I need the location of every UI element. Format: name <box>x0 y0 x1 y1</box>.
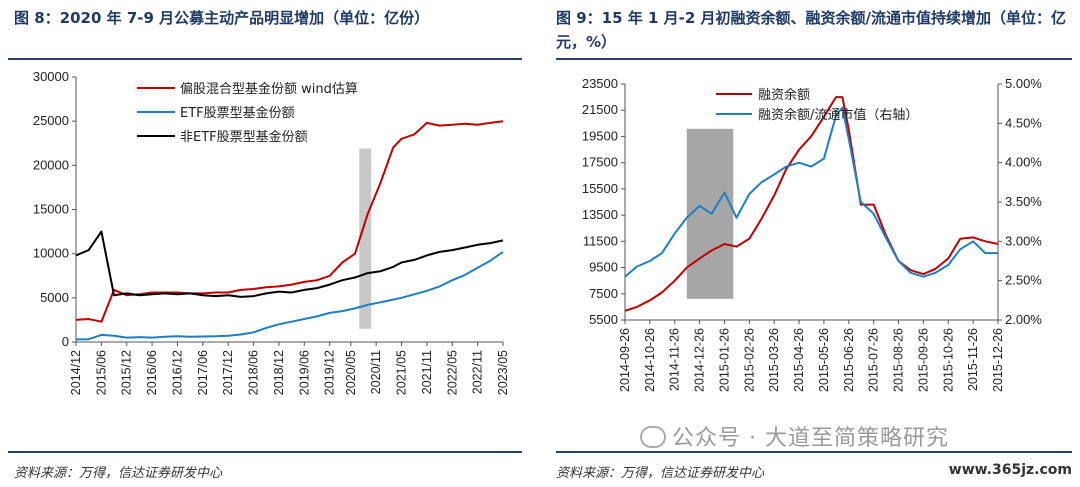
y-tick-label: 13500 <box>582 207 618 222</box>
left-chart-title: 图 8：2020 年 7-9 月公募主动产品明显增加（单位：亿份） <box>14 9 430 27</box>
y2-tick-label: 2.50% <box>1005 273 1042 288</box>
series-line <box>75 120 504 323</box>
x-tick-label: 2015/06 <box>94 350 108 395</box>
margin-balance-chart: 5500 7500 9500 11500 13500 15500 17500 19500 215… <box>582 76 1042 392</box>
y-tick-label: 15000 <box>33 202 69 217</box>
right-chart-title: 图 9：15 年 1 月-2 月初融资余额、融资余额/流通市值持续增加（单位：亿… <box>556 9 1067 51</box>
x-tick-label: 2023/05 <box>496 350 510 395</box>
y-tick-label: 30000 <box>33 69 69 84</box>
x-tick-label: 2015-10-26 <box>941 328 955 392</box>
x-tick-label: 2015-11-26 <box>966 328 980 391</box>
x-tick-label: 2015-02-26 <box>742 328 756 392</box>
y-tick-label: 10000 <box>33 246 69 261</box>
highlight-band <box>359 148 372 329</box>
x-tick-label: 2021/05 <box>395 350 409 395</box>
legend-label: ETF股票型基金份额 <box>180 105 295 121</box>
series-line <box>624 106 998 278</box>
y-tick-label: 15500 <box>582 181 618 196</box>
left-panel: 图 8：2020 年 7-9 月公募主动产品明显增加（单位：亿份） 资料来源：万… <box>0 0 530 487</box>
x-tick-label: 2015-07-26 <box>867 328 881 392</box>
x-tick-label: 2022/05 <box>445 350 459 395</box>
x-tick-label: 2017/06 <box>196 350 210 395</box>
x-tick-label: 2015-09-26 <box>916 328 930 392</box>
y-tick-label: 5500 <box>589 312 618 327</box>
x-tick-label: 2015-08-26 <box>892 328 906 392</box>
series-line <box>624 96 999 312</box>
x-tick-label: 2019/06 <box>297 350 311 395</box>
right-top-rule <box>556 58 1072 60</box>
x-tick-label: 2014-12-26 <box>693 328 707 392</box>
y-tick-label: 5000 <box>40 290 69 305</box>
x-tick-label: 2015-05-26 <box>817 328 831 392</box>
series-line <box>75 251 504 341</box>
y2-tick-label: 2.00% <box>1005 312 1042 327</box>
x-tick-label: 2021/11 <box>420 350 434 394</box>
x-tick-label: 2014-09-26 <box>618 328 632 392</box>
watermark: 公众号 · 大道至简策略研究 <box>640 420 949 452</box>
x-tick-label: 2016/12 <box>170 350 184 395</box>
fund-shares-chart: 0 5000 10000 15000 20000 25000 30000 2014/12 201… <box>33 69 510 395</box>
y2-tick-label: 4.50% <box>1005 115 1042 130</box>
x-tick-label: 2018/06 <box>247 350 261 395</box>
site-watermark: www.365jz.com <box>948 462 1072 478</box>
right-panel: 图 9：15 年 1 月-2 月初融资余额、融资余额/流通市值持续增加（单位：亿… <box>548 0 1080 487</box>
x-tick-label: 2015-04-26 <box>792 328 806 392</box>
y-tick-label: 19500 <box>582 128 618 143</box>
y-tick-label: 0 <box>62 334 69 349</box>
y2-tick-label: 4.00% <box>1005 155 1042 170</box>
y-tick-label: 7500 <box>589 286 618 301</box>
right-source-note: 资料来源：万得，信达证券研发中心 <box>556 466 765 481</box>
left-bottom-rule <box>8 451 522 453</box>
x-tick-label: 2022/11 <box>471 350 485 394</box>
x-tick-label: 2014/12 <box>69 350 83 395</box>
x-tick-label: 2017/12 <box>221 350 235 395</box>
x-tick-label: 2019/12 <box>323 350 337 395</box>
x-tick-label: 2015-01-26 <box>717 328 731 392</box>
y-tick-label: 23500 <box>582 76 618 91</box>
legend-label: 非ETF股票型基金份额 <box>180 129 308 145</box>
x-tick-label: 2015-12-26 <box>991 328 1005 392</box>
y-tick-label: 25000 <box>33 113 69 128</box>
left-source-note: 资料来源：万得，信达证券研发中心 <box>14 466 223 481</box>
y-tick-label: 21500 <box>582 102 618 117</box>
wechat-icon <box>640 426 666 448</box>
y-tick-label: 17500 <box>582 155 618 170</box>
legend-label: 融资余额 <box>758 87 810 103</box>
x-tick-label: 2015/12 <box>120 350 134 395</box>
left-top-rule <box>8 58 522 60</box>
x-tick-label: 2020/11 <box>369 350 383 394</box>
right-bottom-rule <box>556 451 1072 453</box>
watermark-text: 公众号 · 大道至简策略研究 <box>672 426 949 451</box>
legend-label: 融资余额/流通市值（右轴） <box>758 107 918 123</box>
legend-label: 偏股混合型基金份额 wind估算 <box>180 81 358 97</box>
y2-tick-label: 5.00% <box>1005 76 1042 91</box>
x-tick-label: 2015-06-26 <box>842 328 856 392</box>
y-tick-label: 11500 <box>583 233 618 248</box>
x-tick-label: 2020/05 <box>344 350 358 395</box>
x-tick-label: 2018/12 <box>272 350 286 395</box>
y-tick-label: 20000 <box>33 157 69 172</box>
x-tick-label: 2014-10-26 <box>643 328 657 392</box>
x-tick-label: 2014-11-26 <box>668 328 682 391</box>
series-line <box>75 230 504 298</box>
x-tick-label: 2016/06 <box>145 350 159 395</box>
y2-tick-label: 3.00% <box>1005 233 1042 248</box>
y-tick-label: 9500 <box>589 260 618 275</box>
y2-tick-label: 3.50% <box>1005 194 1042 209</box>
x-tick-label: 2015-03-26 <box>767 328 781 392</box>
